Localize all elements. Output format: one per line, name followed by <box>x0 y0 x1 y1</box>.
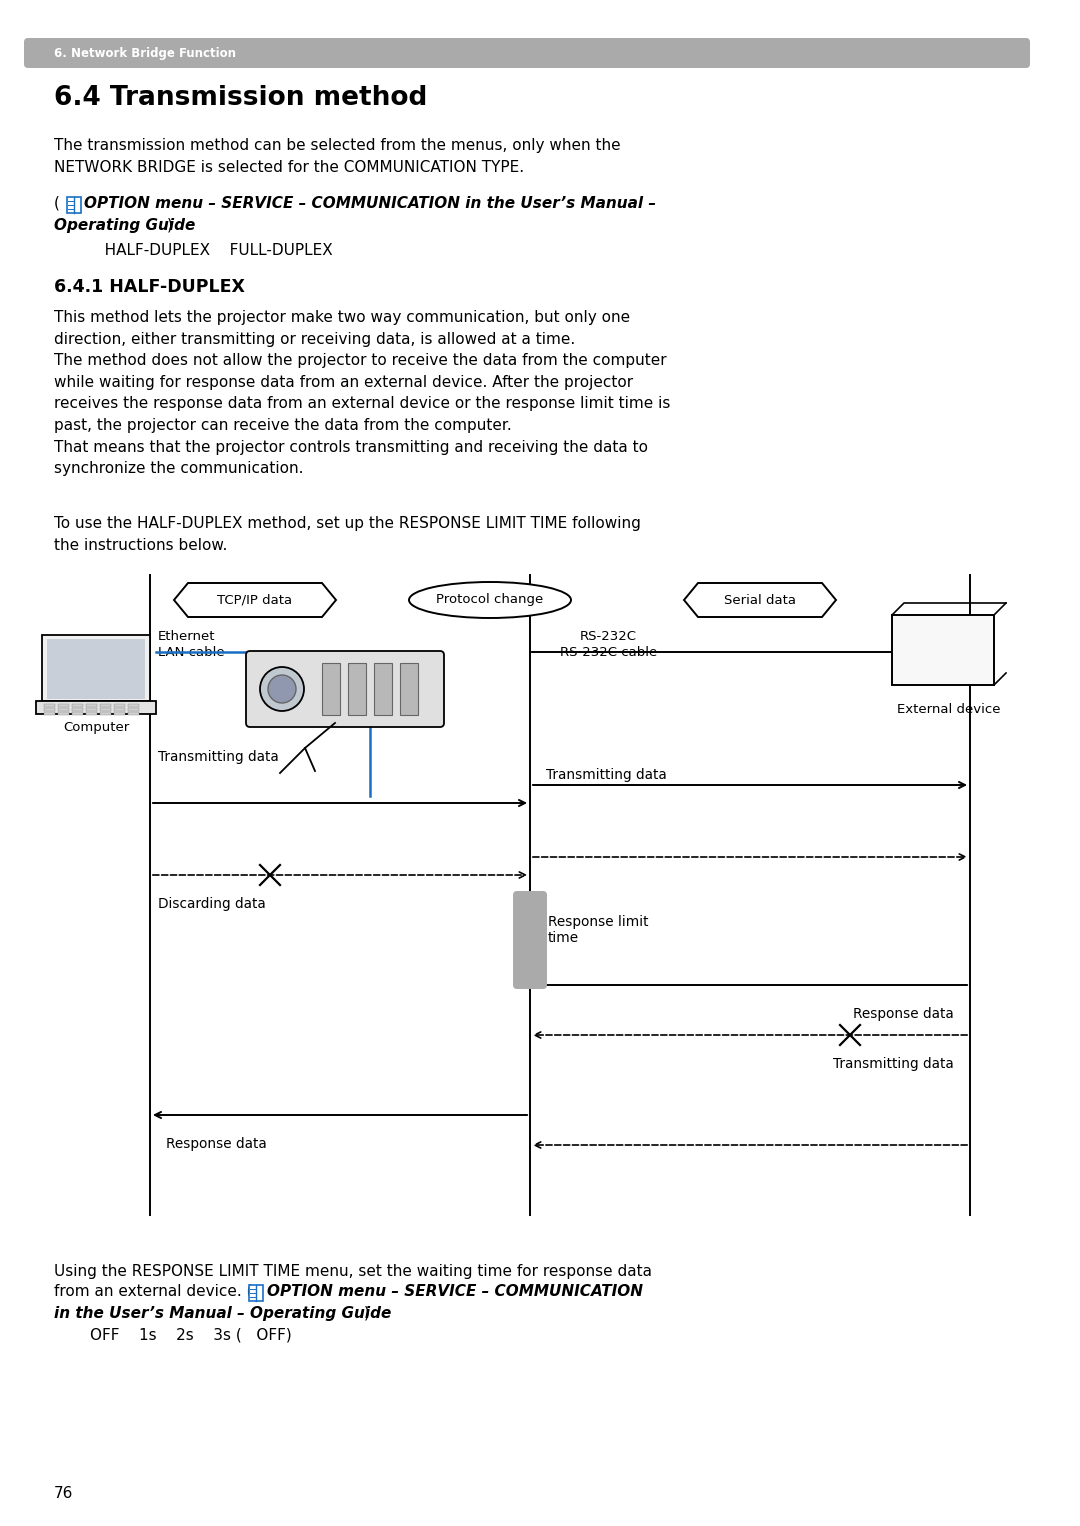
FancyBboxPatch shape <box>24 38 1030 69</box>
Bar <box>44 713 55 714</box>
Text: Discarding data: Discarding data <box>158 897 266 911</box>
Bar <box>374 662 392 716</box>
Text: Response data: Response data <box>166 1137 267 1151</box>
Text: Response data: Response data <box>853 1007 954 1021</box>
Text: RS-232C: RS-232C <box>580 630 637 642</box>
Text: Response limit: Response limit <box>548 916 648 929</box>
FancyBboxPatch shape <box>513 891 546 989</box>
Text: ): ) <box>167 218 173 233</box>
Bar <box>72 708 83 711</box>
Bar <box>114 708 125 711</box>
Bar <box>400 662 418 716</box>
Text: Computer: Computer <box>63 720 130 734</box>
Text: To use the HALF-DUPLEX method, set up the RESPONSE LIMIT TIME following
the inst: To use the HALF-DUPLEX method, set up th… <box>54 516 640 552</box>
Text: OPTION menu – SERVICE – COMMUNICATION in the User’s Manual –: OPTION menu – SERVICE – COMMUNICATION in… <box>84 195 656 211</box>
Bar <box>100 703 111 707</box>
Text: Transmitting data: Transmitting data <box>158 749 279 765</box>
Text: Transmitting data: Transmitting data <box>834 1058 954 1071</box>
Text: The transmission method can be selected from the menus, only when the
NETWORK BR: The transmission method can be selected … <box>54 137 621 174</box>
Bar <box>72 713 83 714</box>
Bar <box>48 639 145 699</box>
Bar <box>322 662 340 716</box>
Bar <box>129 713 139 714</box>
Text: from an external device. (: from an external device. ( <box>54 1283 253 1299</box>
Bar <box>44 703 55 707</box>
Bar <box>114 703 125 707</box>
FancyBboxPatch shape <box>246 652 444 726</box>
Text: Ethernet: Ethernet <box>158 630 216 642</box>
Text: Serial data: Serial data <box>724 594 796 606</box>
Text: RS-232C cable: RS-232C cable <box>561 645 658 659</box>
Bar <box>100 713 111 714</box>
Text: ): ) <box>364 1306 369 1322</box>
Bar <box>86 713 97 714</box>
Circle shape <box>260 667 303 711</box>
Text: (: ( <box>54 195 59 211</box>
Bar <box>129 708 139 711</box>
Text: TCP/IP data: TCP/IP data <box>217 594 293 606</box>
Text: time: time <box>548 931 579 945</box>
Ellipse shape <box>409 581 571 618</box>
Bar <box>36 700 156 714</box>
Text: Operating Guide: Operating Guide <box>54 218 195 233</box>
Bar <box>348 662 366 716</box>
Text: External device: External device <box>897 703 1001 716</box>
Text: 6.4.1 HALF-DUPLEX: 6.4.1 HALF-DUPLEX <box>54 278 245 296</box>
Bar <box>67 197 81 214</box>
Bar <box>42 635 150 700</box>
Text: Using the RESPONSE LIMIT TIME menu, set the waiting time for response data: Using the RESPONSE LIMIT TIME menu, set … <box>54 1264 652 1279</box>
Bar <box>129 703 139 707</box>
Bar <box>58 703 69 707</box>
Polygon shape <box>684 583 836 617</box>
Polygon shape <box>174 583 336 617</box>
Bar <box>86 708 97 711</box>
Text: Transmitting data: Transmitting data <box>546 768 666 781</box>
Text: Protocol change: Protocol change <box>436 594 543 606</box>
Text: 6. Network Bridge Function: 6. Network Bridge Function <box>54 47 237 61</box>
Bar <box>249 1285 264 1302</box>
Text: HALF-DUPLEX    FULL-DUPLEX: HALF-DUPLEX FULL-DUPLEX <box>90 243 333 258</box>
Bar <box>100 708 111 711</box>
Bar <box>86 703 97 707</box>
Bar <box>44 708 55 711</box>
Text: OPTION menu – SERVICE – COMMUNICATION: OPTION menu – SERVICE – COMMUNICATION <box>267 1283 643 1299</box>
Text: OFF    1s    2s    3s (   OFF): OFF 1s 2s 3s ( OFF) <box>90 1328 292 1343</box>
Bar <box>58 708 69 711</box>
Bar <box>892 615 994 685</box>
Text: in the User’s Manual – Operating Guide: in the User’s Manual – Operating Guide <box>54 1306 391 1322</box>
Bar <box>72 703 83 707</box>
Circle shape <box>268 674 296 703</box>
Text: LAN cable: LAN cable <box>158 645 225 659</box>
Text: 6.4 Transmission method: 6.4 Transmission method <box>54 85 428 111</box>
Bar <box>114 713 125 714</box>
Text: This method lets the projector make two way communication, but only one
directio: This method lets the projector make two … <box>54 310 671 476</box>
Bar <box>58 713 69 714</box>
Text: 76: 76 <box>54 1486 73 1502</box>
